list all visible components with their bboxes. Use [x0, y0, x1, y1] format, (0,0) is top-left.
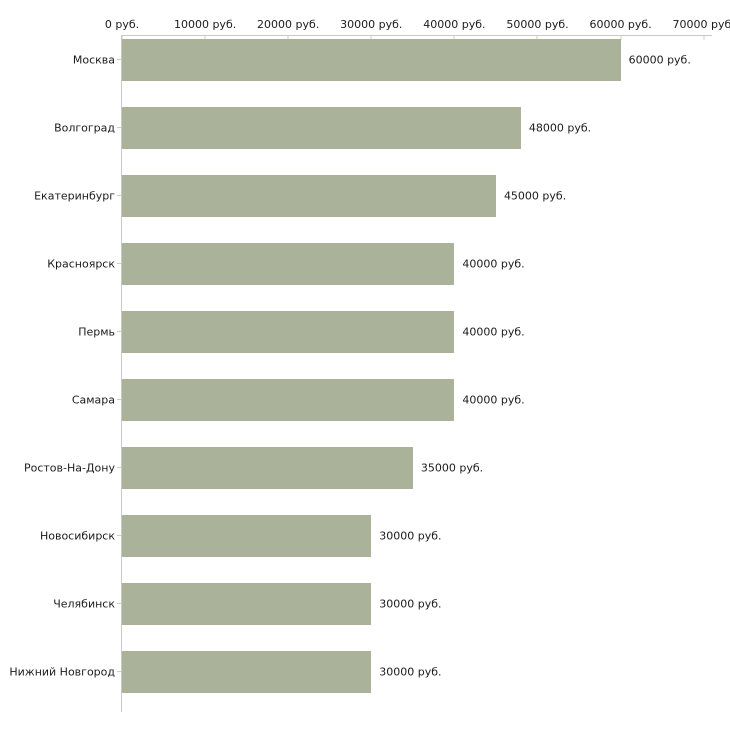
category-label: Екатеринбург	[34, 189, 115, 203]
y-axis-tick	[117, 59, 122, 60]
y-axis-tick	[117, 263, 122, 264]
x-axis-tick-label: 10000 руб.	[173, 18, 237, 31]
plot-area: 0 руб. 10000 руб. 20000 руб. 30000 руб. 4000…	[9, 18, 730, 712]
y-axis-tick	[117, 671, 122, 672]
value-label: 48000 руб.	[528, 121, 592, 135]
bar-row: Волгоград 48000 руб.	[54, 107, 712, 149]
bar	[122, 175, 496, 217]
bar-row: Москва 60000 руб.	[73, 39, 712, 81]
x-axis-tick-label: 30000 руб.	[340, 18, 403, 31]
value-label: 40000 руб.	[462, 257, 525, 271]
y-axis-tick	[117, 603, 122, 604]
y-axis-tick	[117, 331, 122, 332]
x-axis-tick-label: 50000 руб.	[506, 18, 569, 31]
y-axis-tick	[117, 127, 122, 128]
value-label: 60000 руб.	[628, 53, 691, 67]
bar	[122, 107, 521, 149]
x-axis-tick	[287, 35, 289, 40]
value-label: 40000 руб.	[462, 393, 525, 407]
bar	[122, 39, 621, 81]
value-label: 30000 руб.	[379, 529, 442, 543]
y-axis-tick	[117, 195, 122, 196]
x-axis-tick-label: 0 руб.	[104, 18, 140, 31]
category-label: Нижний Новгород	[9, 665, 115, 679]
bar-row: Нижний Новгород 30000 руб.	[9, 651, 712, 693]
bar-row: Челябинск 30000 руб.	[53, 583, 712, 625]
value-label: 45000 руб.	[503, 189, 567, 203]
category-label: Москва	[72, 53, 115, 67]
category-label: Челябинск	[53, 597, 115, 611]
category-label: Новосибирск	[39, 529, 115, 543]
x-axis-tick	[121, 35, 123, 40]
x-axis-tick-label: 40000 руб.	[423, 18, 486, 31]
x-axis-tick	[536, 35, 538, 40]
category-label: Пермь	[78, 325, 115, 339]
bar	[122, 583, 372, 625]
bar-row: Самара 40000 руб.	[72, 379, 712, 421]
y-axis-tick	[117, 399, 122, 400]
category-label: Волгоград	[54, 121, 115, 135]
x-axis-tick	[703, 35, 705, 40]
bar-row: Новосибирск 30000 руб.	[40, 515, 712, 557]
bar	[122, 243, 455, 285]
y-axis-tick	[117, 535, 122, 536]
bar-row: Красноярск 40000 руб.	[47, 243, 712, 285]
value-label: 30000 руб.	[379, 665, 442, 679]
x-axis-tick	[453, 35, 455, 40]
x-axis-tick	[620, 35, 622, 40]
bar	[122, 379, 455, 421]
category-label: Ростов-На-Дону	[23, 461, 115, 475]
x-axis-tick	[204, 35, 206, 40]
bar	[122, 515, 372, 557]
x-axis-tick-label: 60000 руб.	[589, 18, 652, 31]
value-label: 30000 руб.	[379, 597, 442, 611]
x-axis-tick-label: 70000 руб.	[672, 18, 730, 31]
value-label: 40000 руб.	[462, 325, 525, 339]
bar-row: Ростов-На-Дону 35000 руб.	[24, 447, 712, 489]
category-label: Самара	[71, 393, 115, 407]
y-axis-tick	[117, 467, 122, 468]
bar-row: Пермь 40000 руб.	[78, 311, 712, 353]
bar	[122, 447, 413, 489]
x-axis-tick-label: 20000 руб.	[257, 18, 320, 31]
category-label: Красноярск	[47, 257, 115, 271]
bar	[122, 651, 372, 693]
bar-row: Екатеринбург 45000 руб.	[34, 175, 712, 217]
x-axis-tick	[370, 35, 372, 40]
bar	[122, 311, 455, 353]
value-label: 35000 руб.	[420, 461, 484, 475]
